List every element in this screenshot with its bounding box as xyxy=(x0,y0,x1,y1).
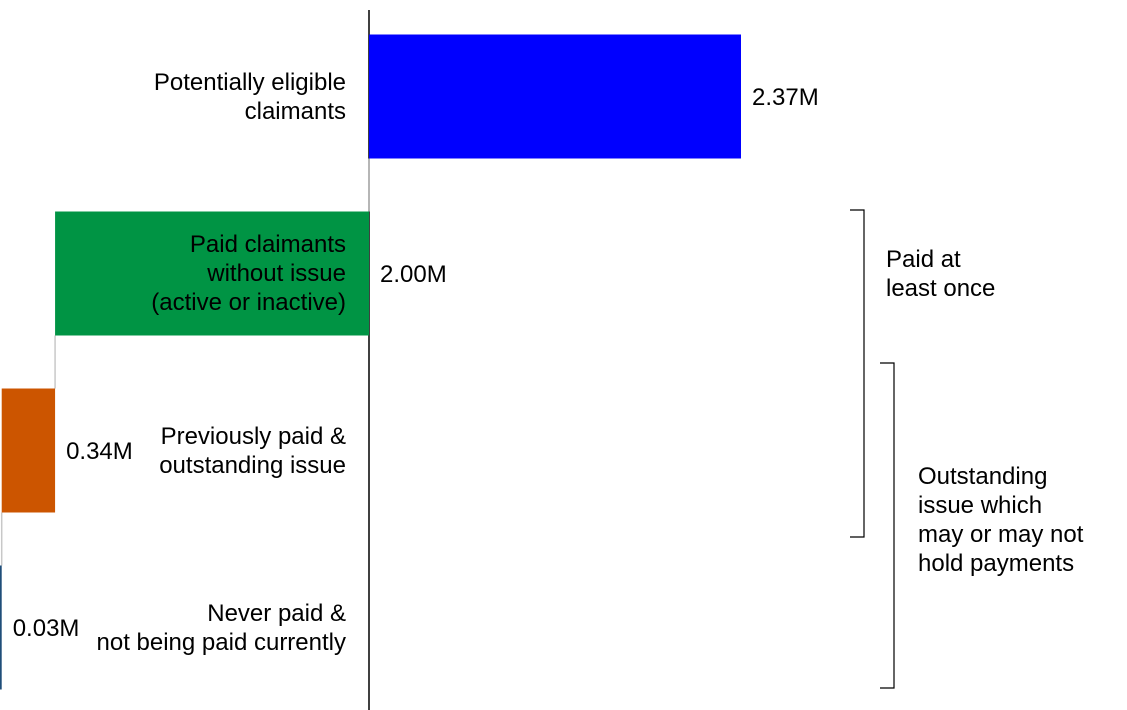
category-label: Previously paid & outstanding issue xyxy=(159,422,346,479)
bracket xyxy=(880,362,895,689)
category-label: Potentially eligible claimants xyxy=(153,68,346,125)
category-label: Never paid & not being paid currently xyxy=(96,599,347,656)
bracket xyxy=(850,209,865,538)
annotation: Paid at least once xyxy=(886,246,996,302)
value-label: 2.00M xyxy=(380,260,447,288)
bar xyxy=(55,211,369,336)
value-label: 2.37M xyxy=(752,83,819,111)
bar xyxy=(1,388,56,513)
value-label: 0.03M xyxy=(12,614,80,642)
bar xyxy=(369,34,741,159)
bar xyxy=(0,565,2,690)
category-label: Paid claimants without issue (active or … xyxy=(151,231,346,316)
annotation: Outstanding issue which may or may not h… xyxy=(918,463,1084,577)
value-label: 0.34M xyxy=(66,437,133,465)
